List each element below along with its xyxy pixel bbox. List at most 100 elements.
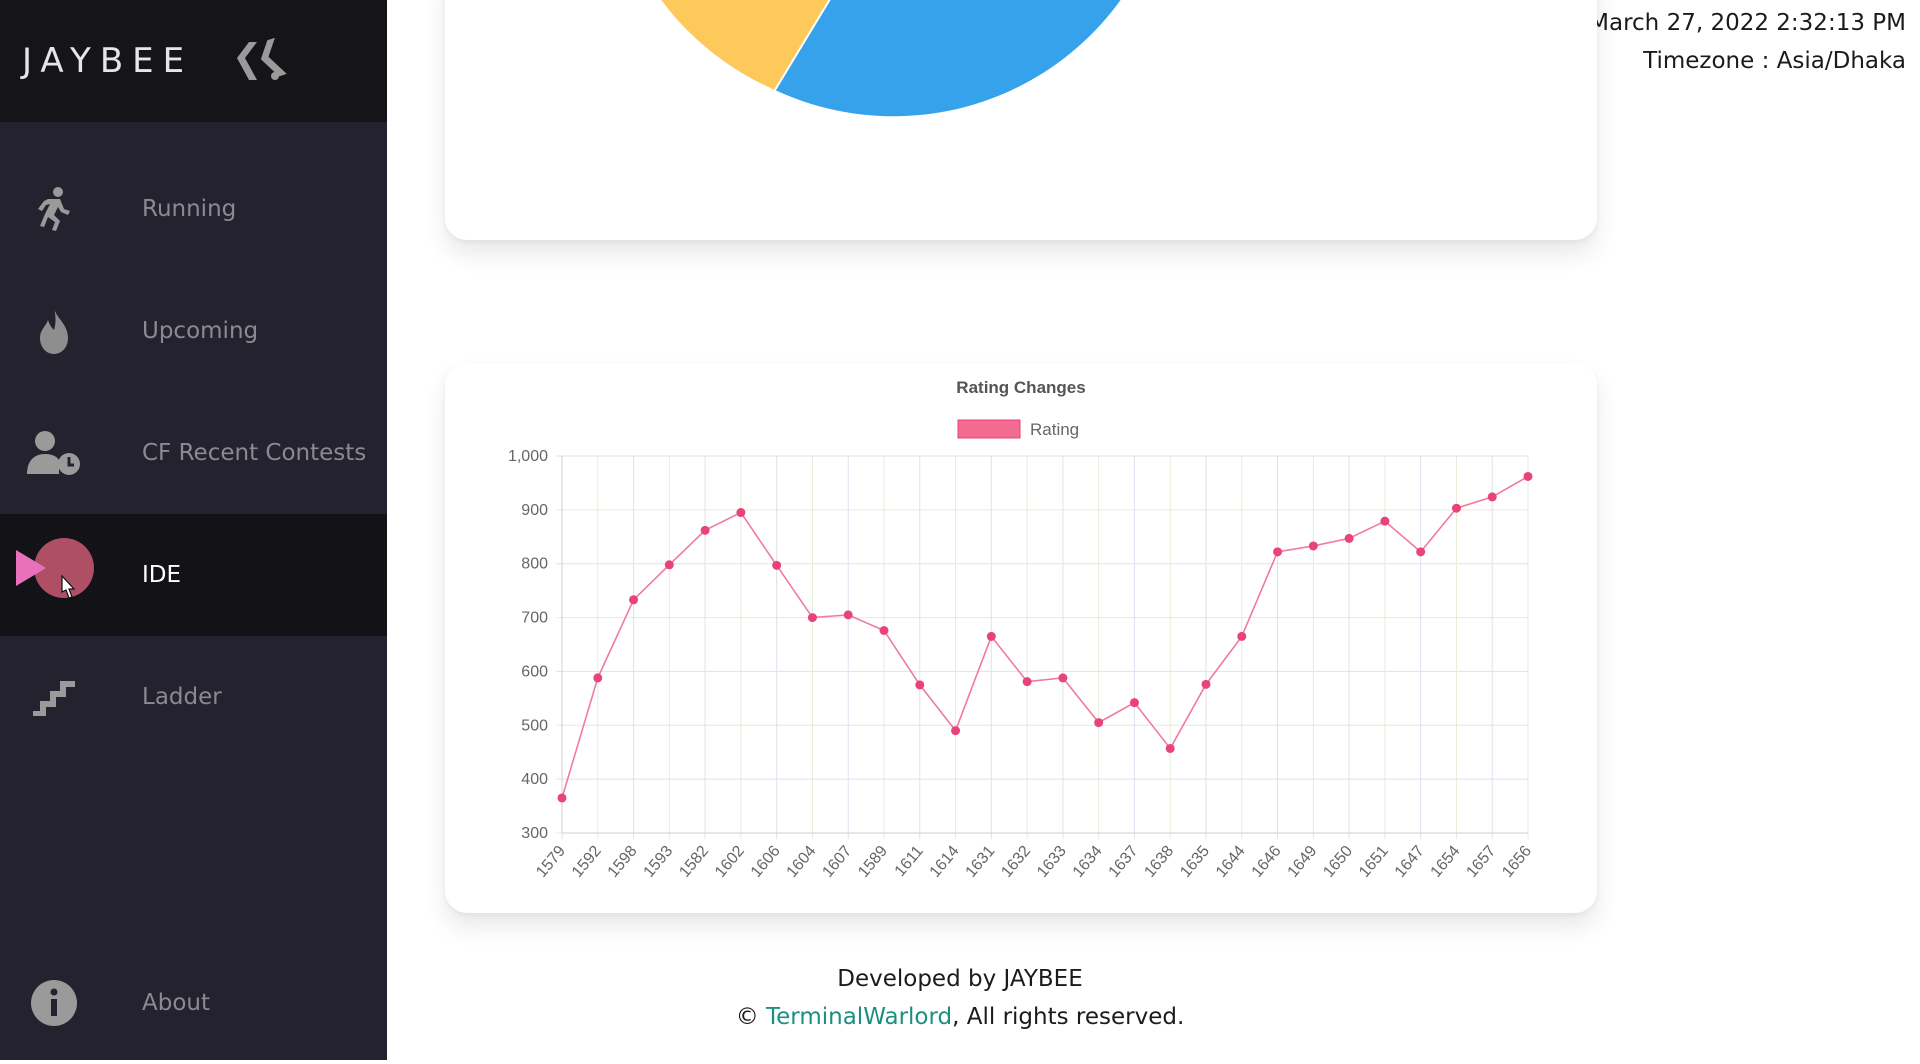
data-point <box>1022 677 1032 687</box>
developed-by-text: Developed by JAYBEE <box>837 966 1083 992</box>
current-datetime: March 27, 2022 2:32:13 PM <box>1589 10 1906 36</box>
x-tick-label: 1606 <box>748 843 784 881</box>
data-point <box>1523 471 1533 481</box>
x-tick-label: 1651 <box>1356 843 1392 881</box>
series-line-rating <box>561 475 1529 799</box>
sidebar-item-running[interactable]: Running <box>0 148 387 270</box>
x-tick-label: 1634 <box>1070 843 1106 881</box>
x-tick-label: 1647 <box>1392 843 1428 881</box>
author-link[interactable]: TerminalWarlord <box>766 1004 953 1030</box>
x-tick-label: 1638 <box>1141 843 1177 881</box>
x-tick-label: 1592 <box>569 843 605 881</box>
x-tick-label: 1579 <box>533 843 569 881</box>
x-tick-label: 1649 <box>1284 843 1320 881</box>
copyright-symbol: © <box>735 1004 759 1030</box>
x-tick-label: 1604 <box>784 843 820 881</box>
data-point <box>1237 631 1247 641</box>
x-tick-label: 1589 <box>855 843 891 881</box>
x-tick-label: 1582 <box>676 843 712 881</box>
data-point <box>1380 516 1390 526</box>
footer: Developed by JAYBEE © TerminalWarlord, A… <box>387 960 1533 1036</box>
brand-header: JAYBEE <box>0 0 387 122</box>
y-tick-label: 1,000 <box>508 448 548 465</box>
pie-chart <box>661 0 1121 117</box>
data-point <box>1058 673 1068 683</box>
sidebar-item-label: CF Recent Contests <box>142 440 367 466</box>
x-tick-label: 1611 <box>892 843 927 880</box>
data-point <box>879 625 889 635</box>
y-tick-label: 300 <box>521 825 548 842</box>
chart-title: Rating Changes <box>956 378 1085 397</box>
x-tick-label: 1607 <box>819 843 855 881</box>
y-tick-label: 700 <box>521 610 548 627</box>
stairs-icon <box>24 667 84 727</box>
x-tick-label: 1602 <box>712 843 748 881</box>
y-tick-label: 500 <box>521 717 548 734</box>
sidebar-item-label: IDE <box>142 562 182 588</box>
sidebar-item-cf-recent-contests[interactable]: CF Recent Contests <box>0 392 387 514</box>
sidebar-item-upcoming[interactable]: Upcoming <box>0 270 387 392</box>
sidebar: JAYBEE Running Upcoming <box>0 0 387 1060</box>
rights-text: , All rights reserved. <box>952 1004 1185 1030</box>
running-person-icon <box>24 179 84 239</box>
x-tick-label: 1631 <box>962 843 998 881</box>
legend-label: Rating <box>1030 420 1079 439</box>
data-point <box>951 726 961 736</box>
data-point <box>1201 679 1211 689</box>
x-tick-label: 1593 <box>640 843 676 881</box>
data-point <box>664 560 674 570</box>
data-point <box>1129 698 1139 708</box>
clock-panel: March 27, 2022 2:32:13 PM Timezone : Asi… <box>1589 4 1906 80</box>
flame-icon <box>24 301 84 361</box>
x-tick-label: 1656 <box>1499 843 1535 881</box>
sidebar-item-label: Ladder <box>142 684 222 710</box>
x-tick-label: 1644 <box>1213 843 1249 881</box>
data-point <box>1165 743 1175 753</box>
sidebar-item-ladder[interactable]: Ladder <box>0 636 387 758</box>
user-clock-icon <box>24 423 84 483</box>
timezone-label: Timezone : Asia/Dhaka <box>1643 48 1906 74</box>
x-tick-label: 1637 <box>1106 843 1142 881</box>
data-point <box>557 793 567 803</box>
brand-title: JAYBEE <box>22 41 194 81</box>
play-icon <box>16 538 94 605</box>
x-tick-label: 1598 <box>605 843 641 881</box>
rating-chart-card: Rating Changes Rating 1,000 900 800 700 600 500… <box>445 363 1597 913</box>
x-tick-label: 1646 <box>1249 843 1285 881</box>
x-tick-label: 1633 <box>1034 843 1070 881</box>
data-point <box>843 610 853 620</box>
sidebar-item-about[interactable]: About <box>0 942 387 1064</box>
x-tick-label: 1657 <box>1463 843 1499 881</box>
y-tick-label: 400 <box>521 771 548 788</box>
data-point <box>772 560 782 570</box>
pie-slice-blue <box>775 0 1121 117</box>
y-tick-label: 600 <box>521 663 548 680</box>
data-point <box>1451 503 1461 513</box>
data-point <box>593 673 603 683</box>
data-point <box>1094 718 1104 728</box>
pie-chart-card <box>445 0 1597 240</box>
data-point <box>1416 547 1426 557</box>
data-point <box>629 595 639 605</box>
data-point <box>700 525 710 535</box>
y-tick-label: 900 <box>521 502 548 519</box>
sidebar-item-label: Upcoming <box>142 318 259 344</box>
data-point <box>915 680 925 690</box>
data-point <box>1344 533 1354 543</box>
collapse-chevron-icon[interactable] <box>235 38 287 84</box>
sidebar-item-ide[interactable]: IDE <box>0 514 387 636</box>
data-point <box>1308 541 1318 551</box>
x-tick-label: 1614 <box>927 843 963 881</box>
data-point <box>1487 492 1497 502</box>
y-tick-label: 800 <box>521 556 548 573</box>
data-point <box>736 508 746 518</box>
sidebar-item-label: Running <box>142 196 237 222</box>
x-tick-label: 1650 <box>1320 843 1356 881</box>
data-point <box>986 631 996 641</box>
sidebar-item-label: About <box>142 990 211 1016</box>
x-tick-label: 1632 <box>998 843 1034 881</box>
info-icon <box>24 973 84 1033</box>
data-point <box>1273 547 1283 557</box>
legend-swatch <box>957 419 1021 439</box>
copyright-line: © TerminalWarlord, All rights reserved. <box>387 998 1533 1036</box>
